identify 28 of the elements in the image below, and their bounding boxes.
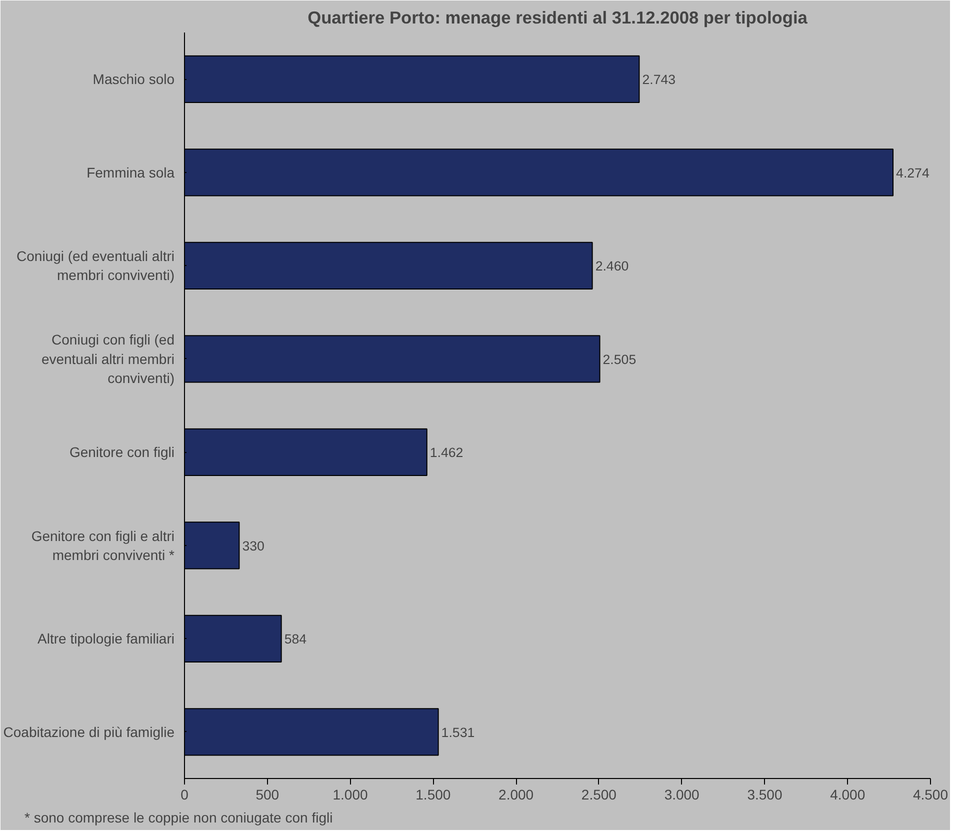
data-label: 330 [242, 538, 264, 554]
data-label: 2.460 [595, 258, 629, 274]
x-tick-label: 2.500 [581, 786, 617, 802]
y-tick-label: Coniugi (ed eventuali altri membri conviventi) [16, 248, 175, 284]
x-tick-label: 500 [256, 786, 280, 802]
x-tick-label: 2.000 [498, 786, 534, 802]
data-label: 584 [284, 632, 308, 647]
data-label: 4.274 [896, 165, 930, 180]
data-label: 1.531 [441, 724, 475, 740]
data-label: 1.462 [430, 445, 464, 460]
y-tick-label: Maschio solo [92, 71, 175, 88]
x-tick-label: 3.500 [747, 786, 782, 802]
x-tick-label: 1.500 [416, 786, 451, 802]
y-tick-label: Coabitazione di più famiglie [3, 724, 175, 740]
text: * sono comprese le coppie non coniugate con figli [24, 810, 333, 826]
x-tick-label: 0 [180, 786, 189, 802]
x-tick-label: 4.000 [830, 786, 866, 802]
data-label: 2.505 [602, 352, 636, 367]
chart-title: Quartiere Porto: menage residenti al 31.12.2008 per tipologia [308, 8, 808, 28]
y-tick-label: Genitore con figli [69, 444, 175, 460]
y-tick-label: Altre tipologie familiari [38, 630, 175, 647]
y-tick-label: Genitore con figli e altri membri conviventi * [31, 528, 176, 563]
x-tick-label: 4.500 [912, 786, 948, 802]
x-tick-label: 3.000 [664, 786, 700, 802]
x-tick-label: 1.000 [332, 786, 368, 802]
data-label: 2.743 [642, 72, 676, 88]
y-tick-label: Coniugi con figli (ed eventuali altri membri conviventi) [41, 332, 175, 386]
y-tick-label: Femmina sola [86, 164, 175, 180]
